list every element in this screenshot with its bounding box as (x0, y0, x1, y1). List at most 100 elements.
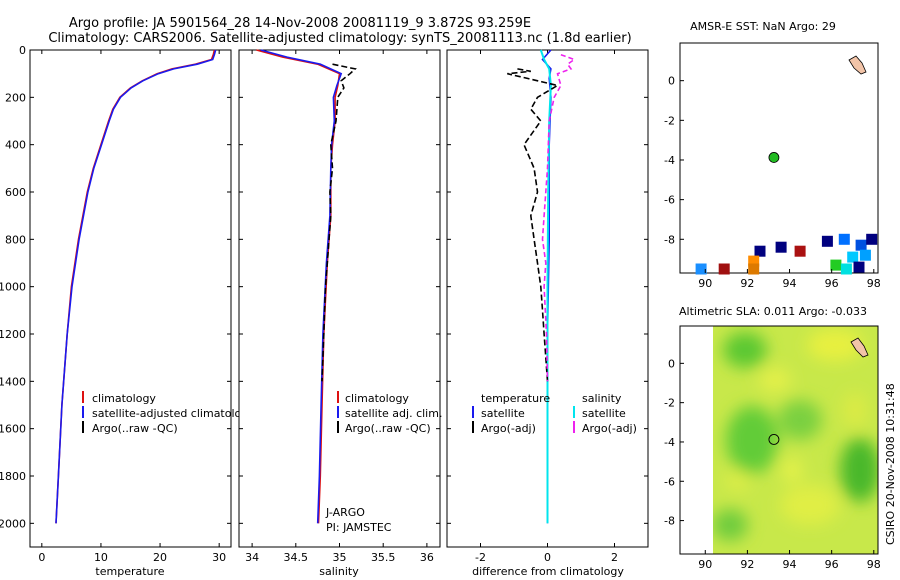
side-timestamp: CSIRO 20-Nov-2008 10:31:48 (884, 383, 897, 545)
xtick-label: 0 (544, 551, 551, 564)
legend-diff-sal-head: salinity (582, 392, 622, 405)
sst-cell (859, 249, 871, 261)
sst-cell (821, 235, 833, 247)
sst-island-shape (848, 55, 867, 75)
map-xtick-label: 92 (740, 558, 754, 571)
legend-diff-temp-head: temperature (481, 392, 550, 405)
temperature-panel: 0 10 20 30 0 200 400 600 800 1000 1200 1400 1600 1800… (0, 44, 255, 578)
ytick-label: 1800 (0, 470, 26, 483)
sst-cell (838, 233, 850, 245)
legend-argo: Argo(..raw -QC) (92, 422, 178, 435)
xtick-label: 10 (94, 551, 108, 564)
ytick-label: 1200 (0, 328, 26, 341)
xtick-label: 2 (611, 551, 618, 564)
ytick-label: 600 (5, 186, 26, 199)
sst-cell (748, 255, 760, 267)
temperature-legend: climatology satellite-adjusted climatolo… (82, 391, 255, 435)
sla-float-marker (768, 433, 780, 445)
xtick-label: 35.5 (371, 551, 396, 564)
sst-cell (718, 263, 730, 275)
ytick-label: 800 (5, 233, 26, 246)
xtick-label: 20 (153, 551, 167, 564)
map-ytick-label: -6 (664, 194, 675, 207)
ytick-label: 1000 (0, 281, 26, 294)
map-ytick-label: -8 (664, 515, 675, 528)
map-xtick-label: 94 (783, 558, 797, 571)
difference-xlabel: difference from climatology (472, 565, 624, 578)
map-xtick-label: 90 (698, 558, 712, 571)
difference-legend: temperature satellite Argo(-adj) salinit… (472, 392, 637, 435)
xtick-label: 35 (333, 551, 347, 564)
annotation-pi: PI: JAMSTEC (326, 521, 392, 534)
sst-cell (754, 245, 766, 257)
sst-cell (794, 245, 806, 257)
series-line-argo (321, 63, 357, 382)
ytick-label: 1600 (0, 423, 26, 436)
temperature-axes-frame (29, 49, 232, 548)
xtick-label: 34.5 (284, 551, 309, 564)
figure-title-line1: Argo profile: JA 5901564_28 14-Nov-2008 … (69, 16, 531, 31)
ytick-label: 400 (5, 139, 26, 152)
sst-cell (748, 263, 760, 275)
salinity-legend: climatology satellite adj. clim. Argo(..… (337, 391, 442, 435)
sla-island-shape (850, 337, 869, 358)
legend-sal-argo: Argo(..raw -QC) (345, 422, 431, 435)
temperature-xlabel: temperature (95, 565, 164, 578)
sst-cell (695, 263, 707, 275)
series-line-temperature-argo (507, 68, 560, 382)
map-ytick-label: -4 (664, 436, 675, 449)
salinity-panel: 34 34.5 35 35.5 36 salinity climatology sate… (238, 49, 442, 578)
sst-map-title: AMSR-E SST: NaN Argo: 29 (690, 20, 836, 33)
legend-diff-sal-sat: satellite (582, 407, 626, 420)
xtick-label: -2 (475, 551, 486, 564)
ytick-label: 1400 (0, 375, 26, 388)
sla-map-title: Altimetric SLA: 0.011 Argo: -0.033 (679, 305, 867, 318)
map-ytick-label: -4 (664, 154, 675, 167)
map-xtick-label: 98 (867, 277, 881, 290)
sst-map-panel: AMSR-E SST: NaN Argo: 29 90 92 94 96 98 0 -2 -4… (664, 20, 881, 290)
sst-cell (775, 241, 787, 253)
sst-cell (855, 239, 867, 251)
salinity-xlabel: salinity (319, 565, 359, 578)
sst-cell (866, 233, 878, 245)
map-ytick-label: -6 (664, 475, 675, 488)
sst-cell (830, 259, 842, 271)
map-xtick-label: 98 (867, 558, 881, 571)
figure-title-line2: Climatology: CARS2006. Satellite-adjuste… (48, 31, 631, 46)
ytick-label: 0 (19, 44, 26, 57)
sst-float-marker (768, 152, 780, 163)
ytick-label: 200 (5, 91, 26, 104)
xtick-label: 34 (245, 551, 259, 564)
xtick-label: 0 (38, 551, 45, 564)
xtick-label: 36 (420, 551, 434, 564)
legend-diff-temp-argo: Argo(-adj) (481, 422, 536, 435)
sst-cell (847, 251, 859, 263)
legend-satellite: satellite-adjusted climatology (92, 407, 255, 420)
xtick-label: 30 (212, 551, 226, 564)
map-xtick-label: 94 (783, 277, 797, 290)
ytick-label: 2000 (0, 517, 26, 530)
map-ytick-label: 0 (668, 75, 675, 88)
sst-cell (853, 261, 865, 273)
map-xtick-label: 90 (698, 277, 712, 290)
sst-cell (840, 263, 852, 275)
series-line-satellite (55, 49, 217, 524)
sla-map-panel: Altimetric SLA: 0.011 Argo: -0.033 (664, 305, 881, 571)
map-ytick-label: 0 (668, 357, 675, 370)
legend-sal-climatology: climatology (345, 392, 409, 405)
map-xtick-label: 92 (740, 277, 754, 290)
legend-diff-sal-argo: Argo(-adj) (582, 422, 637, 435)
difference-panel: -2 0 2 difference from climatology tempera… (446, 49, 649, 578)
map-xtick-label: 96 (825, 558, 839, 571)
legend-diff-temp-sat: satellite (481, 407, 525, 420)
series-line-salinity-argo (541, 53, 577, 382)
map-ytick-label: -8 (664, 233, 675, 246)
map-xtick-label: 96 (825, 277, 839, 290)
series-line-climatology (256, 49, 341, 524)
map-ytick-label: -2 (664, 397, 675, 410)
map-ytick-label: -2 (664, 114, 675, 127)
salinity-axes-frame (238, 49, 441, 548)
legend-climatology: climatology (92, 392, 156, 405)
legend-sal-satellite: satellite adj. clim. (345, 407, 442, 420)
